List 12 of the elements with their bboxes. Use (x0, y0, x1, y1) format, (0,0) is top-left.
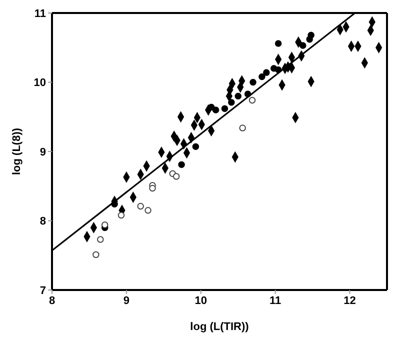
y-axis-title: log (L(8)) (10, 128, 23, 176)
x-tick-label: 8 (48, 294, 56, 307)
x-tick-label: 10 (194, 294, 208, 307)
y-tick-label: 11 (34, 8, 46, 20)
x-tick-label: 11 (270, 294, 282, 307)
y-tick-label: 10 (34, 77, 46, 90)
x-tick-label: 12 (344, 294, 356, 307)
x-axis-title: log (L(TIR)) (190, 321, 250, 333)
y-tick-label: 9 (40, 146, 46, 158)
y-tick-label: 8 (40, 216, 46, 228)
y-tick-label: 7 (40, 284, 46, 297)
x-tick-label: 9 (123, 294, 130, 307)
